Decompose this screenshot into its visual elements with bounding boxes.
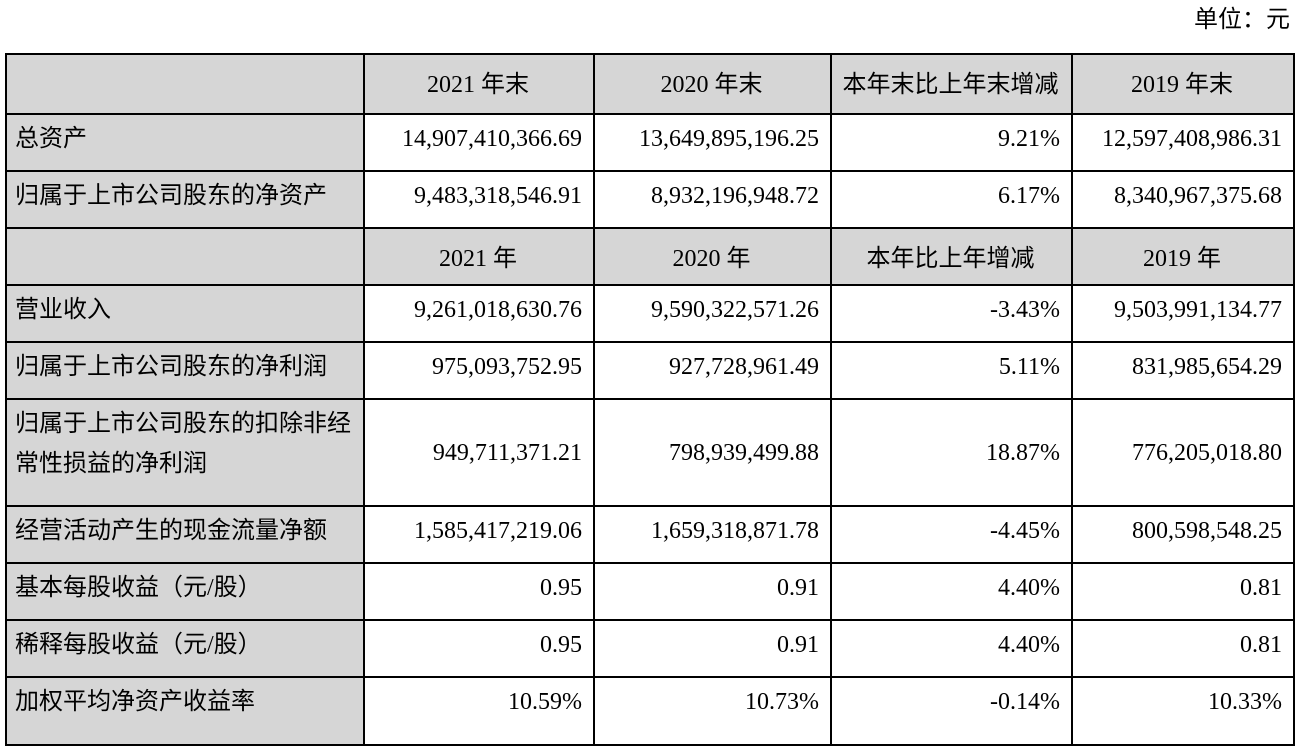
header-row-annual: 2021 年 2020 年 本年比上年增减 2019 年 [5,227,1295,286]
value-cell: 831,985,654.29 [1071,341,1295,400]
value-cell: 9,483,318,546.91 [363,170,595,229]
value-cell: 4.40% [830,562,1073,621]
value-cell: 0.91 [593,619,832,678]
table-row-net-profit-deducting-non-recurring: 归属于上市公司股东的扣除非经常性损益的净利润 949,711,371.21 79… [5,398,1295,507]
table-row-total-assets: 总资产 14,907,410,366.69 13,649,895,196.25 … [5,113,1295,172]
header-cell-empty [5,227,365,286]
header-cell-empty [5,53,365,115]
table-row-diluted-eps: 稀释每股收益（元/股） 0.95 0.91 4.40% 0.81 [5,619,1295,678]
row-label-cell: 归属于上市公司股东的净利润 [5,341,365,400]
value-cell: 9,503,991,134.77 [1071,284,1295,343]
value-cell: 5.11% [830,341,1073,400]
value-cell: 0.81 [1071,562,1295,621]
table-row-basic-eps: 基本每股收益（元/股） 0.95 0.91 4.40% 0.81 [5,562,1295,621]
row-label-cell: 归属于上市公司股东的扣除非经常性损益的净利润 [5,398,365,507]
row-label-cell: 稀释每股收益（元/股） [5,619,365,678]
value-cell: 10.33% [1071,676,1295,746]
header-cell-2020: 2020 年 [593,227,832,286]
table-row-weighted-average-roe: 加权平均净资产收益率 10.59% 10.73% -0.14% 10.33% [5,676,1295,746]
header-cell-2021: 2021 年 [363,227,595,286]
value-cell: -3.43% [830,284,1073,343]
row-label-cell: 营业收入 [5,284,365,343]
value-cell: 798,939,499.88 [593,398,832,507]
value-cell: 0.95 [363,619,595,678]
value-cell: 9.21% [830,113,1073,172]
value-cell: -0.14% [830,676,1073,746]
table-row-net-profit-attributable: 归属于上市公司股东的净利润 975,093,752.95 927,728,961… [5,341,1295,400]
value-cell: 0.91 [593,562,832,621]
header-row-year-end: 2021 年末 2020 年末 本年末比上年末增减 2019 年末 [5,53,1295,115]
value-cell: 9,590,322,571.26 [593,284,832,343]
value-cell: 18.87% [830,398,1073,507]
value-cell: 12,597,408,986.31 [1071,113,1295,172]
value-cell: 8,932,196,948.72 [593,170,832,229]
row-label-cell: 总资产 [5,113,365,172]
header-cell-2020-year-end: 2020 年末 [593,53,832,115]
header-cell-yoy-year-end-change: 本年末比上年末增减 [830,53,1073,115]
value-cell: 1,585,417,219.06 [363,505,595,564]
table-row-net-assets-attributable: 归属于上市公司股东的净资产 9,483,318,546.91 8,932,196… [5,170,1295,229]
row-label-cell: 归属于上市公司股东的净资产 [5,170,365,229]
header-cell-2021-year-end: 2021 年末 [363,53,595,115]
value-cell: -4.45% [830,505,1073,564]
value-cell: 4.40% [830,619,1073,678]
value-cell: 0.95 [363,562,595,621]
value-cell: 8,340,967,375.68 [1071,170,1295,229]
value-cell: 0.81 [1071,619,1295,678]
header-cell-2019: 2019 年 [1071,227,1295,286]
financial-summary-table: 2021 年末 2020 年末 本年末比上年末增减 2019 年末 总资产 14… [5,53,1295,746]
header-cell-2019-year-end: 2019 年末 [1071,53,1295,115]
value-cell: 13,649,895,196.25 [593,113,832,172]
unit-label: 单位：元 [1194,7,1290,33]
value-cell: 6.17% [830,170,1073,229]
value-cell: 927,728,961.49 [593,341,832,400]
value-cell: 10.59% [363,676,595,746]
header-cell-yoy-change: 本年比上年增减 [830,227,1073,286]
value-cell: 14,907,410,366.69 [363,113,595,172]
value-cell: 975,093,752.95 [363,341,595,400]
table-row-operating-cash-flow: 经营活动产生的现金流量净额 1,585,417,219.06 1,659,318… [5,505,1295,564]
value-cell: 949,711,371.21 [363,398,595,507]
table-row-operating-revenue: 营业收入 9,261,018,630.76 9,590,322,571.26 -… [5,284,1295,343]
row-label-cell: 加权平均净资产收益率 [5,676,365,746]
row-label-cell: 经营活动产生的现金流量净额 [5,505,365,564]
value-cell: 10.73% [593,676,832,746]
value-cell: 776,205,018.80 [1071,398,1295,507]
value-cell: 800,598,548.25 [1071,505,1295,564]
row-label-cell: 基本每股收益（元/股） [5,562,365,621]
value-cell: 1,659,318,871.78 [593,505,832,564]
value-cell: 9,261,018,630.76 [363,284,595,343]
